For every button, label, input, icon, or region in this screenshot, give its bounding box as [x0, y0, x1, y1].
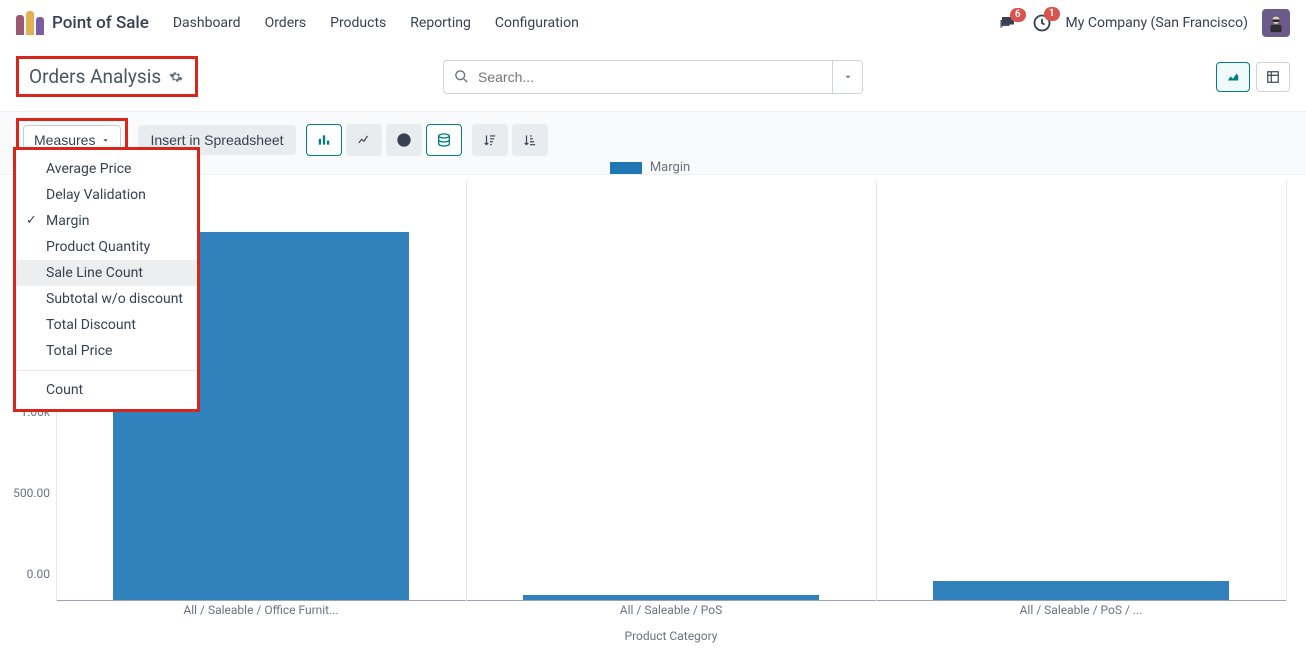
y-tick-label: 0.00	[27, 567, 50, 581]
gear-icon[interactable]	[169, 70, 183, 84]
gridline	[466, 181, 467, 601]
activities-badge: 1	[1044, 7, 1060, 21]
page-title-highlight: Orders Analysis	[16, 56, 198, 97]
measures-option-label: Total Price	[46, 343, 112, 359]
page-title: Orders Analysis	[29, 65, 161, 88]
search-input[interactable]	[444, 61, 832, 93]
caret-down-icon	[101, 136, 110, 145]
x-tick-label: All / Saleable / PoS	[620, 603, 722, 617]
pivot-icon	[1265, 70, 1281, 84]
chart-plot: 0.00500.001.00k All / Saleable / Office …	[56, 181, 1286, 621]
legend-label: Margin	[650, 160, 690, 175]
measures-label: Measures	[34, 132, 95, 148]
measures-option[interactable]: Product Quantity	[16, 234, 197, 260]
search-options-button[interactable]	[832, 61, 862, 93]
activities-button[interactable]: 1	[1032, 13, 1052, 33]
nav-link-configuration[interactable]: Configuration	[495, 15, 579, 31]
measures-dropdown-highlight: Average Price Delay Validation ✓ Margin Prod…	[13, 147, 200, 412]
measures-option[interactable]: Sale Line Count	[16, 260, 197, 286]
measures-option[interactable]: ✓ Margin	[16, 208, 197, 234]
measures-option-label: Total Discount	[46, 317, 136, 333]
measures-option-label: Sale Line Count	[46, 265, 143, 281]
nav-links: Dashboard Orders Products Reporting Conf…	[173, 15, 579, 31]
gridline	[876, 181, 877, 601]
x-axis-line	[56, 600, 1286, 601]
search-box	[443, 60, 863, 94]
chart-bar[interactable]	[933, 581, 1228, 600]
x-axis-title: Product Category	[56, 629, 1286, 643]
conversations-button[interactable]: 6	[998, 14, 1018, 32]
sort-asc-icon	[522, 133, 538, 147]
control-panel: Orders Analysis	[0, 46, 1306, 111]
app-logo	[16, 11, 44, 35]
measures-option[interactable]: Total Price	[16, 338, 197, 364]
avatar[interactable]	[1262, 9, 1290, 37]
area-chart-icon	[1225, 70, 1241, 84]
nav-right: 6 1 My Company (San Francisco)	[998, 9, 1290, 37]
measures-option-count[interactable]: Count	[16, 377, 197, 403]
x-tick-label: All / Saleable / Office Furnit...	[183, 603, 338, 617]
measures-option-label: Product Quantity	[46, 239, 150, 255]
measures-option-label: Delay Validation	[46, 187, 146, 203]
check-icon: ✓	[26, 213, 37, 228]
chart-legend: Margin	[10, 160, 1290, 175]
bar-chart-icon	[316, 133, 332, 147]
gridline	[1286, 181, 1287, 601]
view-pivot-button[interactable]	[1256, 62, 1290, 92]
stack-icon	[436, 132, 452, 148]
measures-option-label: Margin	[46, 213, 89, 229]
sort-desc-icon	[482, 133, 498, 147]
x-axis-labels: All / Saleable / Office Furnit... All / S…	[56, 603, 1286, 621]
dropdown-separator	[16, 370, 197, 371]
y-tick-label: 500.00	[13, 486, 50, 500]
nav-link-dashboard[interactable]: Dashboard	[173, 15, 241, 31]
company-selector[interactable]: My Company (San Francisco)	[1066, 15, 1248, 31]
measures-option[interactable]: Delay Validation	[16, 182, 197, 208]
legend-swatch	[610, 162, 642, 174]
line-chart-icon	[356, 133, 372, 147]
nav-link-orders[interactable]: Orders	[265, 15, 307, 31]
view-switcher	[1216, 62, 1290, 92]
avatar-icon	[1265, 12, 1287, 34]
x-tick-label: All / Saleable / PoS / ...	[1020, 603, 1143, 617]
pie-chart-icon	[396, 132, 412, 148]
app-title: Point of Sale	[52, 13, 149, 33]
conversations-badge: 6	[1010, 8, 1026, 22]
measures-option[interactable]: Average Price	[16, 156, 197, 182]
view-graph-button[interactable]	[1216, 62, 1250, 92]
top-navbar: Point of Sale Dashboard Orders Products …	[0, 0, 1306, 46]
measures-option-label: Average Price	[46, 161, 131, 177]
measures-option-label: Subtotal w/o discount	[46, 291, 183, 307]
search-icon	[454, 69, 469, 84]
chevron-down-icon	[843, 72, 853, 82]
chart-bar[interactable]	[523, 595, 818, 600]
nav-link-reporting[interactable]: Reporting	[410, 15, 471, 31]
measures-dropdown: Average Price Delay Validation ✓ Margin Prod…	[16, 150, 197, 409]
measures-option[interactable]: Total Discount	[16, 312, 197, 338]
measures-option[interactable]: Subtotal w/o discount	[16, 286, 197, 312]
nav-link-products[interactable]: Products	[330, 15, 386, 31]
